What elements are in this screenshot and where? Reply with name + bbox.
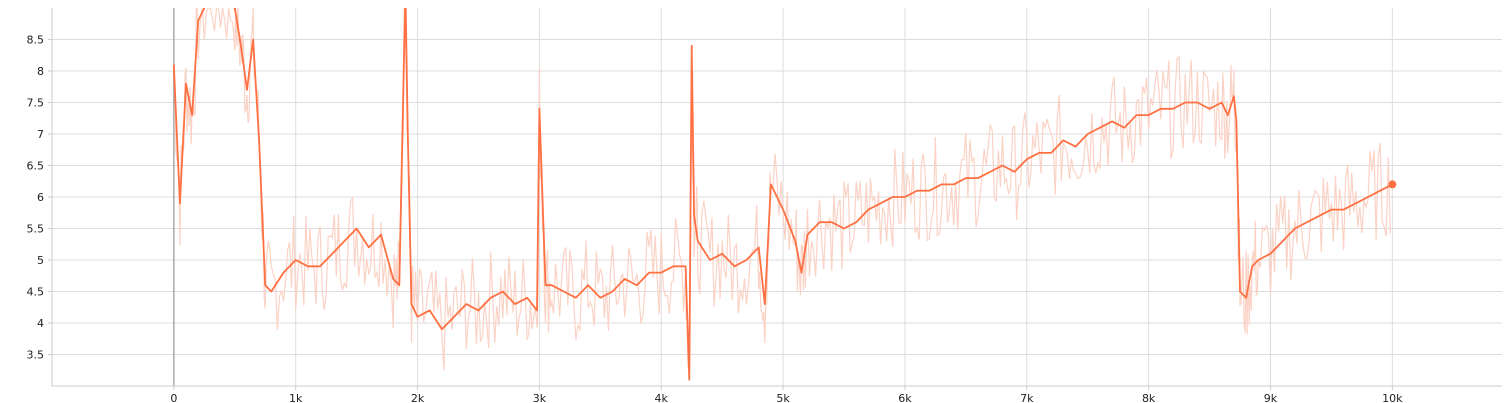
- y-tick-label: 5: [37, 254, 44, 267]
- x-tick-label: 10k: [1382, 392, 1403, 403]
- x-tick-label: 9k: [1264, 392, 1278, 403]
- x-tick-label: 6k: [898, 392, 912, 403]
- raw-series-layer: [173, 8, 1391, 373]
- y-tick-label: 7: [37, 128, 44, 141]
- y-tick-label: 3.5: [27, 349, 45, 362]
- x-tick-label: 1k: [289, 392, 303, 403]
- tick-labels: 3.5 4 4.5 5 5.5 6 6.5 7 7.5 8 8.5 0 1k 2k 3k 4k 5k 6k 7k 8k…: [27, 34, 1404, 403]
- x-tick-label: 0: [170, 392, 177, 403]
- x-tick-label: 4k: [655, 392, 669, 403]
- y-tick-label: 7.5: [27, 97, 45, 110]
- smoothed-series-layer: [172, 8, 1393, 381]
- x-tick-label: 2k: [411, 392, 425, 403]
- x-tick-label: 8k: [1142, 392, 1156, 403]
- x-tick-label: 3k: [533, 392, 547, 403]
- y-tick-label: 5.5: [27, 223, 45, 236]
- smoothed-series-line: [172, 8, 1393, 381]
- y-tick-label: 6.5: [27, 160, 45, 173]
- y-tick-label: 8: [37, 65, 44, 78]
- x-tick-label: 7k: [1020, 392, 1034, 403]
- y-tick-label: 8.5: [27, 34, 45, 47]
- raw-series-line: [173, 8, 1391, 373]
- x-tick-label: 5k: [776, 392, 790, 403]
- y-tick-label: 4.5: [27, 286, 45, 299]
- y-tick-label: 4: [37, 317, 44, 330]
- series-end-point[interactable]: [1388, 180, 1397, 189]
- axes: [48, 8, 1502, 390]
- y-tick-label: 6: [37, 191, 44, 204]
